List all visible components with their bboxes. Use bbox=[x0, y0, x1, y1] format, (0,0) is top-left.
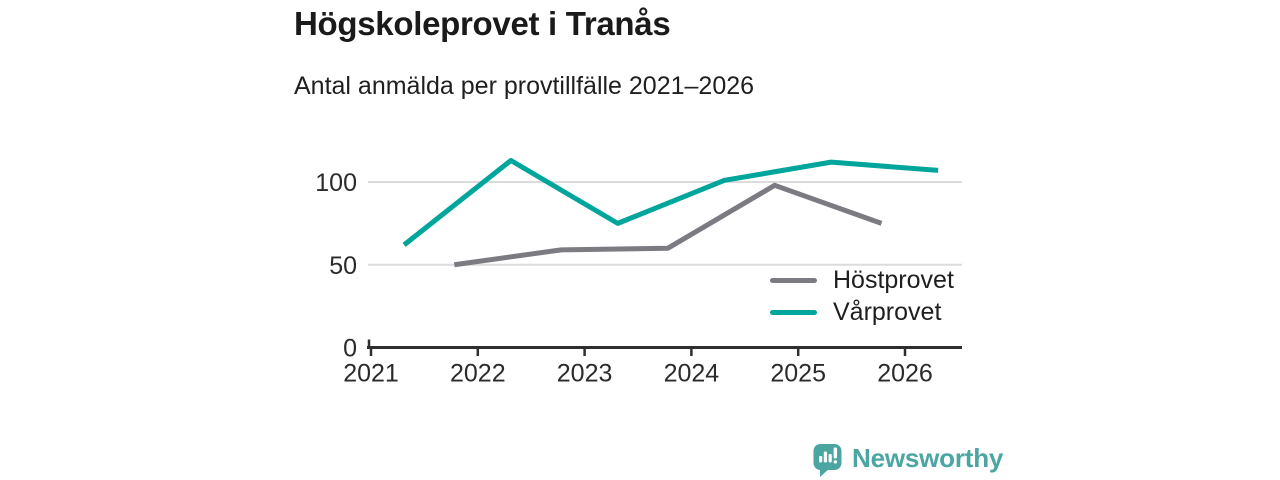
y-tick-label: 50 bbox=[329, 252, 357, 280]
legend-item: Höstprovet bbox=[770, 264, 954, 296]
chart-legend: Höstprovet Vårprovet bbox=[770, 264, 954, 328]
series-line-Vårprovet bbox=[402, 157, 939, 247]
y-tick-label: 0 bbox=[343, 335, 357, 363]
x-tick-label: 2022 bbox=[450, 360, 506, 388]
legend-label: Höstprovet bbox=[833, 265, 954, 294]
y-tick-label: 100 bbox=[315, 169, 357, 197]
legend-label: Vårprovet bbox=[833, 297, 942, 326]
newsworthy-logo-icon bbox=[813, 444, 842, 477]
legend-swatch bbox=[770, 309, 817, 315]
legend-swatch bbox=[770, 277, 817, 283]
legend-item: Vårprovet bbox=[770, 296, 954, 328]
x-tick-label: 2021 bbox=[343, 360, 399, 388]
series-line-Höstprovet bbox=[453, 182, 883, 268]
x-tick-label: 2023 bbox=[557, 360, 613, 388]
newsworthy-wordmark: Newsworthy bbox=[852, 443, 1004, 473]
x-tick-label: 2026 bbox=[877, 360, 933, 388]
chart-title: Högskoleprovet i Tranås bbox=[294, 5, 671, 42]
x-tick-label: 2024 bbox=[664, 360, 720, 388]
newsworthy-logo: Newsworthy bbox=[813, 443, 1003, 479]
x-tick-label: 2025 bbox=[770, 360, 826, 388]
chart-subtitle: Antal anmälda per provtillfälle 2021–202… bbox=[294, 72, 755, 100]
